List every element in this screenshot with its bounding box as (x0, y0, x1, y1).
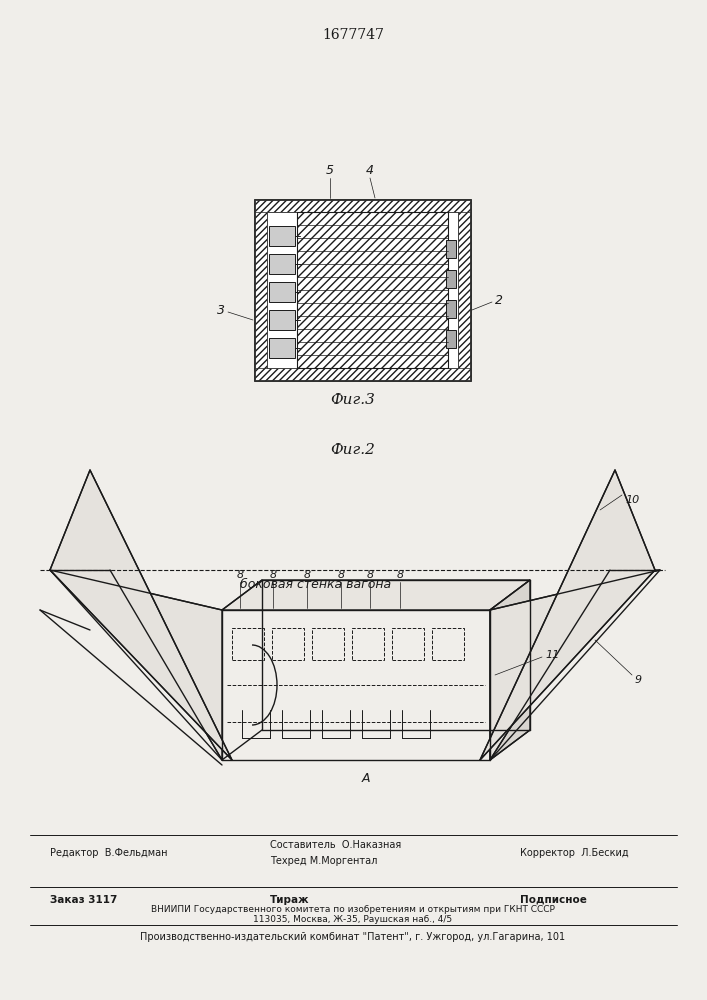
Polygon shape (446, 240, 456, 258)
Polygon shape (480, 470, 655, 760)
Polygon shape (255, 368, 470, 380)
Text: 2: 2 (495, 294, 503, 306)
Text: Фиг.3: Фиг.3 (331, 393, 375, 407)
Text: Тираж: Тираж (270, 895, 310, 905)
Polygon shape (269, 338, 295, 358)
Polygon shape (255, 200, 470, 212)
Text: Фиг.2: Фиг.2 (331, 443, 375, 457)
Text: Техред М.Моргентал: Техред М.Моргентал (270, 856, 378, 866)
Polygon shape (222, 580, 530, 610)
Polygon shape (446, 330, 456, 348)
Polygon shape (446, 270, 456, 288)
Polygon shape (490, 580, 530, 760)
Text: Подписное: Подписное (520, 895, 587, 905)
Text: 11: 11 (545, 650, 559, 660)
Text: 8: 8 (269, 570, 276, 580)
Text: А: А (362, 772, 370, 784)
Text: 1677747: 1677747 (322, 28, 384, 42)
Polygon shape (255, 200, 267, 380)
Text: 8: 8 (303, 570, 310, 580)
Polygon shape (269, 282, 295, 302)
Text: 9: 9 (635, 675, 642, 685)
Text: ВНИИПИ Государственного комитета по изобретениям и открытиям при ГКНТ СССР: ВНИИПИ Государственного комитета по изоб… (151, 904, 555, 914)
Polygon shape (269, 310, 295, 330)
Polygon shape (269, 226, 295, 246)
Polygon shape (267, 212, 458, 368)
Text: 8: 8 (337, 570, 344, 580)
Polygon shape (458, 200, 470, 380)
Text: Заказ 3117: Заказ 3117 (50, 895, 117, 905)
Text: 3: 3 (217, 304, 225, 316)
Text: 10: 10 (625, 495, 639, 505)
Text: Корректор  Л.Бескид: Корректор Л.Бескид (520, 848, 629, 858)
Polygon shape (50, 570, 222, 760)
Text: 4: 4 (366, 163, 374, 176)
Polygon shape (446, 300, 456, 318)
Text: Производственно-издательский комбинат "Патент", г. Ужгород, ул.Гагарина, 101: Производственно-издательский комбинат "П… (141, 932, 566, 942)
Polygon shape (490, 570, 660, 760)
Polygon shape (269, 254, 295, 274)
Text: 113035, Москва, Ж-35, Раушская наб., 4/5: 113035, Москва, Ж-35, Раушская наб., 4/5 (253, 914, 452, 924)
Text: 8: 8 (236, 570, 244, 580)
Text: боковая стенка вагона: боковая стенка вагона (240, 578, 391, 591)
Polygon shape (297, 212, 448, 368)
Polygon shape (50, 470, 232, 760)
Text: Редактор  В.Фельдман: Редактор В.Фельдман (50, 848, 168, 858)
Text: Составитель  О.Наказная: Составитель О.Наказная (270, 840, 402, 850)
Text: 8: 8 (366, 570, 373, 580)
Text: 5: 5 (326, 163, 334, 176)
Text: 8: 8 (397, 570, 404, 580)
